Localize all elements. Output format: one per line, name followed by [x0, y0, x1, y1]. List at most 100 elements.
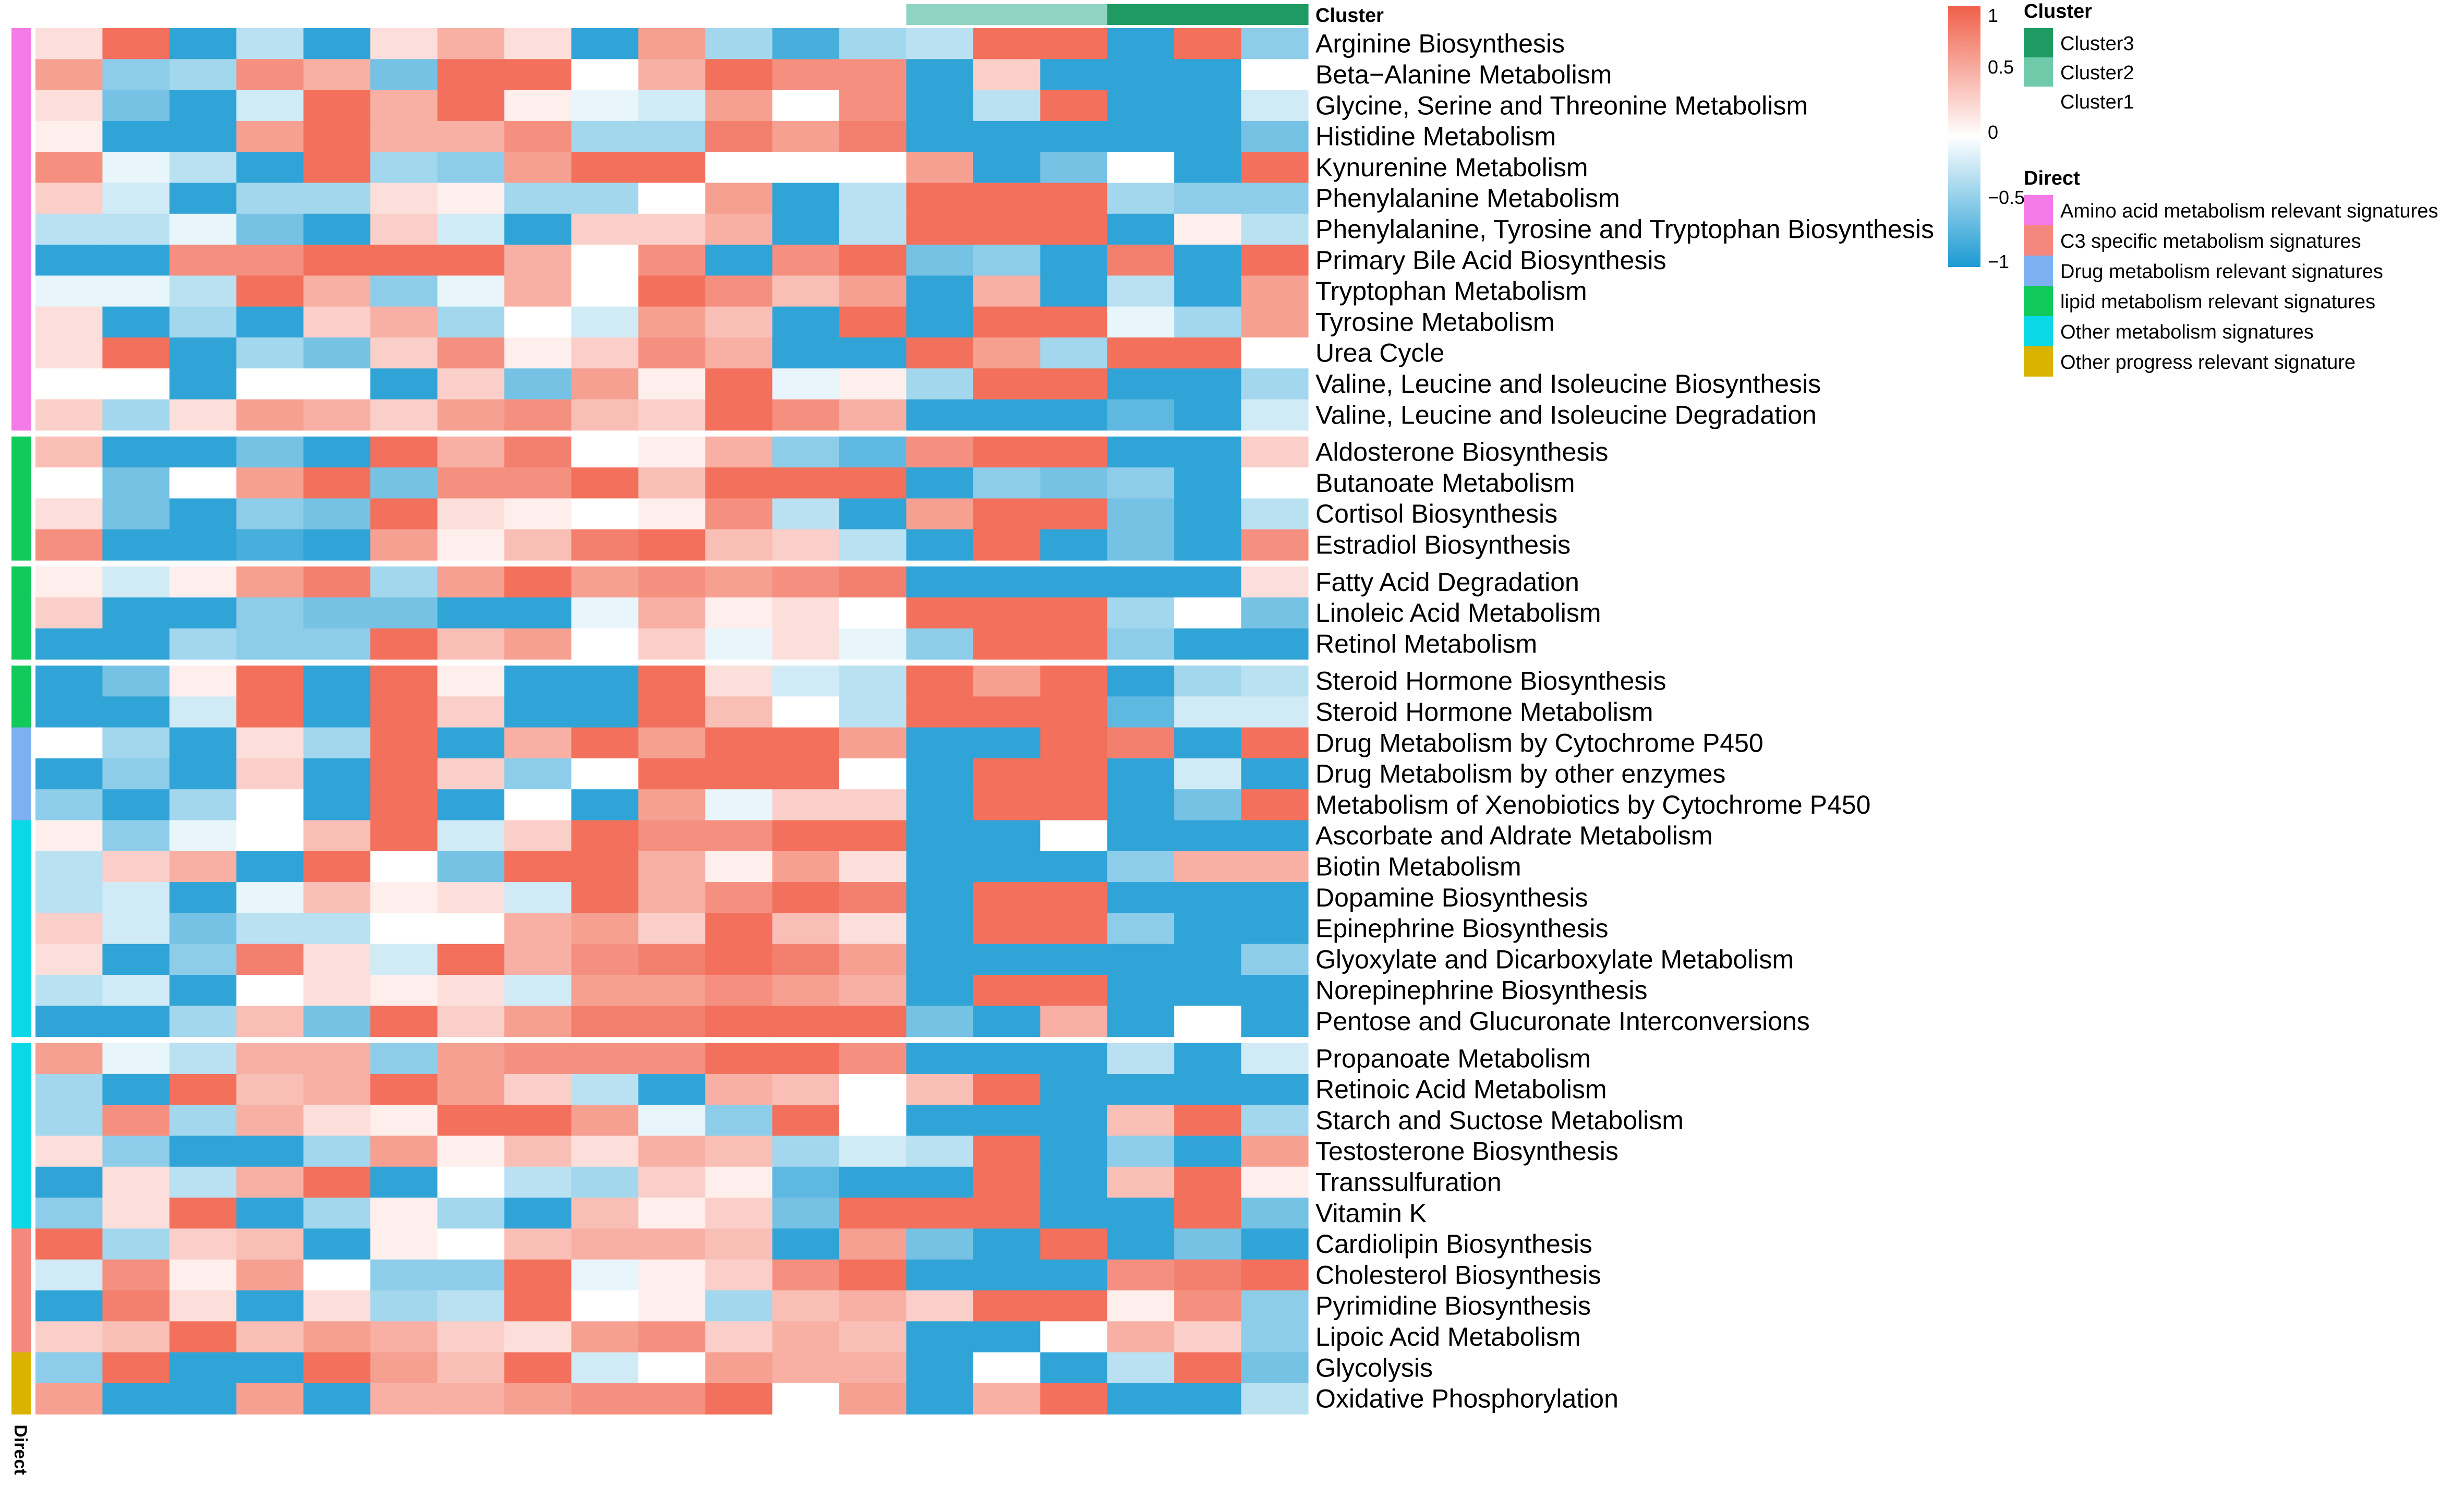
heatmap-cell: [35, 1073, 103, 1105]
heatmap-cell: [370, 1006, 438, 1037]
heatmap-cell: [638, 820, 706, 852]
heatmap-cell: [1040, 368, 1108, 400]
heatmap-cell: [772, 498, 840, 530]
heatmap-cell: [236, 152, 304, 184]
heatmap-cell: [169, 152, 237, 184]
heatmap-cell: [1241, 1228, 1309, 1260]
heatmap-cell: [35, 306, 103, 338]
heatmap-cell: [236, 183, 304, 214]
heatmap-cell: [906, 213, 974, 245]
heatmap-cell: [236, 1352, 304, 1384]
heatmap-cell: [839, 1321, 907, 1353]
heatmap-cell: [1241, 1073, 1309, 1105]
heatmap-cell: [906, 666, 974, 697]
heatmap-cell: [1107, 213, 1175, 245]
heatmap-cell: [236, 1043, 304, 1074]
heatmap-cell: [1241, 183, 1309, 214]
direct-annotation-cell: [11, 1383, 31, 1415]
direct-legend-label: Other metabolism signatures: [2060, 321, 2314, 343]
heatmap-cell: [1107, 529, 1175, 561]
heatmap-cell: [638, 1321, 706, 1353]
heatmap-cell: [169, 789, 237, 821]
heatmap-cell: [102, 1043, 170, 1074]
heatmap-cell: [772, 975, 840, 1006]
heatmap-cell: [839, 975, 907, 1006]
heatmap-cell: [638, 1006, 706, 1037]
heatmap-cell: [906, 245, 974, 276]
heatmap-cell: [1107, 120, 1175, 152]
heatmap-cell: [705, 1352, 773, 1384]
heatmap-cell: [571, 467, 639, 499]
color-scale-bar: [1948, 6, 1980, 267]
heatmap-cell: [973, 696, 1041, 728]
heatmap-cell: [370, 368, 438, 400]
heatmap-cell: [35, 597, 103, 629]
heatmap-cell: [1107, 306, 1175, 338]
heatmap-cell: [504, 498, 572, 530]
heatmap-cell: [303, 1352, 371, 1384]
heatmap-cell: [571, 789, 639, 821]
heatmap-cell: [638, 944, 706, 975]
heatmap-cell: [1241, 597, 1309, 629]
heatmap-cell: [370, 467, 438, 499]
heatmap-cell: [303, 851, 371, 883]
heatmap-cell: [638, 275, 706, 307]
row-label: Fatty Acid Degradation: [1315, 567, 1579, 597]
heatmap-cell: [571, 1228, 639, 1260]
direct-annotation-cell: [11, 28, 31, 59]
heatmap-cell: [1174, 944, 1242, 975]
heatmap-cell: [906, 59, 974, 91]
cluster-annotation-cell: [906, 4, 974, 25]
heatmap-cell: [1107, 975, 1175, 1006]
heatmap-cell: [102, 90, 170, 122]
direct-annotation-cell: [11, 789, 31, 821]
heatmap-cell: [504, 851, 572, 883]
row-label: Biotin Metabolism: [1315, 852, 1521, 881]
heatmap-cell: [169, 529, 237, 561]
direct-annotation-cell: [11, 1006, 31, 1037]
heatmap-cell: [370, 529, 438, 561]
heatmap-cell: [35, 913, 103, 945]
heatmap-cell: [571, 882, 639, 913]
heatmap-cell: [973, 1043, 1041, 1074]
heatmap-cell: [370, 727, 438, 759]
heatmap-cell: [504, 1321, 572, 1353]
heatmap-cell: [370, 152, 438, 184]
heatmap-cell: [705, 1135, 773, 1167]
heatmap-cell: [169, 306, 237, 338]
heatmap-cell: [839, 758, 907, 790]
direct-legend-swatch: [2024, 286, 2053, 316]
heatmap-cell: [571, 529, 639, 561]
heatmap-cell: [370, 628, 438, 660]
heatmap-cell: [571, 1259, 639, 1291]
heatmap-cell: [236, 944, 304, 975]
heatmap-cell: [571, 913, 639, 945]
heatmap-cell: [906, 789, 974, 821]
heatmap-cell: [504, 628, 572, 660]
heatmap-cell: [102, 183, 170, 214]
heatmap-cell: [772, 1135, 840, 1167]
heatmap-cell: [1107, 498, 1175, 530]
heatmap-cell: [1174, 1383, 1242, 1415]
heatmap-cell: [571, 245, 639, 276]
heatmap-cell: [102, 1321, 170, 1353]
heatmap-cell: [839, 368, 907, 400]
heatmap-cell: [504, 1198, 572, 1229]
direct-annotation-cell: [11, 913, 31, 945]
heatmap-cell: [705, 789, 773, 821]
direct-legend-swatch: [2024, 346, 2053, 377]
heatmap-cell: [35, 399, 103, 431]
heatmap-cell: [504, 1228, 572, 1260]
heatmap-cell: [1241, 913, 1309, 945]
heatmap-cell: [1040, 851, 1108, 883]
heatmap-cell: [638, 727, 706, 759]
heatmap-cell: [906, 820, 974, 852]
row-label: Glycine, Serine and Threonine Metabolism: [1315, 91, 1808, 120]
heatmap-cell: [504, 696, 572, 728]
heatmap-cell: [169, 1135, 237, 1167]
heatmap-cell: [772, 245, 840, 276]
heatmap-cell: [705, 1259, 773, 1291]
heatmap-cell: [1174, 913, 1242, 945]
heatmap-cell: [839, 152, 907, 184]
